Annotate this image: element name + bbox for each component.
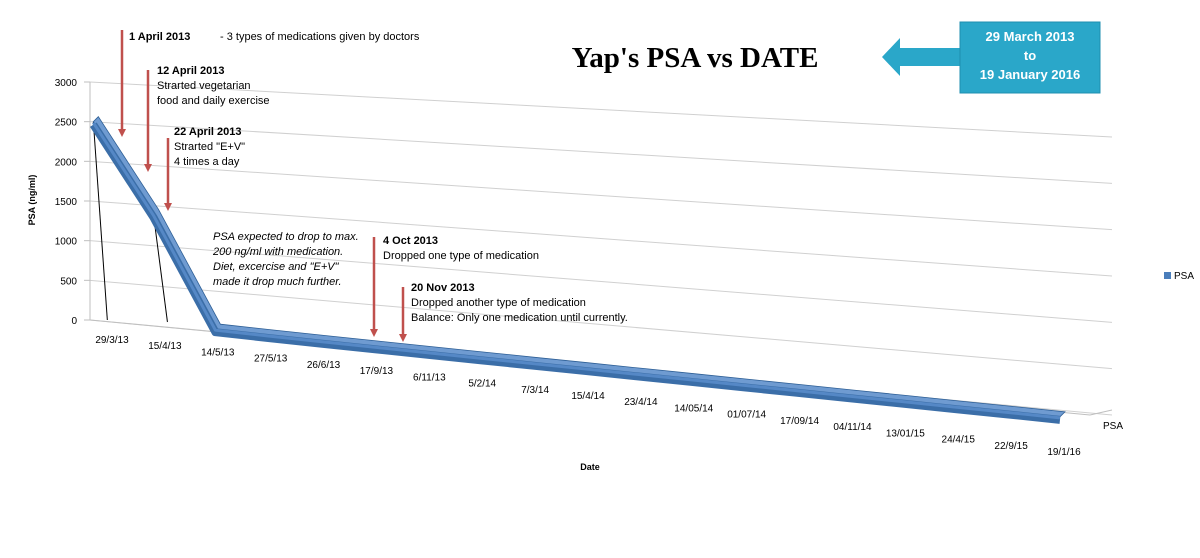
x-tick-label: 15/4/14: [571, 391, 605, 402]
annotation-1-text: - 3 types of medications given by doctor…: [220, 31, 420, 43]
annotation-5-date: 4 Oct 2013: [383, 235, 438, 247]
chart-title: Yap's PSA vs DATE: [572, 42, 819, 74]
x-tick-label: 19/1/16: [1047, 447, 1081, 458]
gridline: [89, 240, 1113, 323]
x-tick-label: 24/4/15: [942, 435, 976, 446]
x-tick-label: 04/11/14: [833, 422, 872, 433]
annotation-5: 4 Oct 2013 Dropped one type of medicatio…: [383, 235, 539, 262]
callout-line3: 19 January 2016: [980, 67, 1080, 82]
x-axis-title: Date: [580, 462, 600, 472]
x-tick-label: 13/01/15: [886, 428, 925, 439]
callout-box: [959, 21, 1101, 94]
annotation-4-line1: PSA expected to drop to max.: [213, 231, 359, 243]
annotation-3-line2: 4 times a day: [174, 156, 240, 168]
callout-line2: to: [1024, 48, 1036, 63]
gridline: [89, 121, 1113, 184]
callout-arrow-icon: [882, 38, 962, 76]
y-tick-label: 1000: [55, 237, 78, 248]
y-tick-label: 500: [60, 276, 77, 287]
annotation-4-line2: 200 ng/ml with medication.: [212, 246, 343, 258]
series-psa: [89, 116, 1066, 424]
y-axis-title: PSA (ng/ml): [27, 175, 37, 226]
y-tick-labels: 0 500 1000 1500 2000 2500 3000: [55, 78, 78, 327]
annotation-4-line4: made it drop much further.: [213, 276, 342, 288]
annotation-1-date: 1 April 2013: [129, 31, 190, 43]
annotation-2-line2: food and daily exercise: [157, 95, 270, 107]
x-tick-label: 5/2/14: [468, 379, 496, 390]
annotation-2-line1: Strarted vegetarian: [157, 80, 251, 92]
gridline: [89, 81, 1113, 138]
x-tick-label: 14/05/14: [674, 403, 713, 414]
x-tick-label: 17/9/13: [360, 366, 394, 377]
legend: PSA: [1164, 271, 1194, 282]
x-tick-label: 29/3/13: [95, 335, 129, 346]
depth-axis-label: PSA: [1103, 421, 1123, 432]
gridline: [89, 279, 1113, 370]
annotation-2: 12 April 2013 Strarted vegetarian food a…: [157, 65, 270, 107]
annotation-3: 22 April 2013 Strarted "E+V" 4 times a d…: [174, 126, 245, 168]
x-tick-label: 01/07/14: [727, 410, 766, 421]
series-highlight: [92, 121, 1061, 420]
annotation-3-date: 22 April 2013: [174, 126, 241, 138]
gridline: [89, 160, 1113, 231]
x-tick-label: 6/11/13: [413, 372, 446, 383]
x-tick-label: 23/4/14: [624, 397, 658, 408]
y-tick-label: 0: [71, 316, 77, 327]
gridlines: [84, 81, 1113, 416]
date-range-callout: 29 March 2013 to 19 January 2016: [882, 21, 1101, 94]
floor-right-edge: [1089, 409, 1113, 416]
annotation-2-date: 12 April 2013: [157, 65, 224, 77]
y-tick-label: 3000: [55, 78, 78, 89]
x-tick-label: 7/3/14: [521, 385, 549, 396]
y-tick-label: 1500: [55, 197, 78, 208]
annotation-1: 1 April 2013 - 3 types of medications gi…: [129, 31, 420, 43]
annotation-arrows: [118, 30, 407, 342]
x-tick-label: 15/4/13: [148, 341, 182, 352]
annotation-3-line1: Strarted "E+V": [174, 141, 245, 153]
y-tick-label: 2500: [55, 118, 78, 129]
drop-line: [92, 121, 108, 321]
y-tick-label: 2000: [55, 157, 78, 168]
series-line: [89, 122, 1061, 424]
drop-lines: [92, 121, 168, 323]
x-tick-label: 26/6/13: [307, 360, 341, 371]
annotation-6-line1: Dropped another type of medication: [411, 297, 586, 309]
x-tick-label: 14/5/13: [201, 347, 235, 358]
annotation-6-date: 20 Nov 2013: [411, 282, 475, 294]
drop-line: [152, 214, 168, 323]
x-tick-label: 27/5/13: [254, 354, 288, 365]
x-tick-labels: 29/3/13 15/4/13 14/5/13 27/5/13 26/6/13 17/9/…: [95, 335, 1081, 458]
annotation-6: 20 Nov 2013 Dropped another type of medi…: [411, 282, 628, 324]
annotation-6-line2: Balance: Only one medication until curre…: [411, 312, 628, 324]
legend-label: PSA: [1174, 271, 1194, 282]
gridline: [89, 200, 1113, 277]
annotation-4: PSA expected to drop to max. 200 ng/ml w…: [212, 231, 359, 288]
callout-line1: 29 March 2013: [986, 29, 1075, 44]
annotation-5-text: Dropped one type of medication: [383, 250, 539, 262]
legend-swatch: [1164, 272, 1171, 279]
x-tick-label: 22/9/15: [994, 441, 1028, 452]
x-tick-label: 17/09/14: [780, 416, 819, 427]
annotation-4-line3: Diet, excercise and "E+V": [213, 261, 340, 273]
